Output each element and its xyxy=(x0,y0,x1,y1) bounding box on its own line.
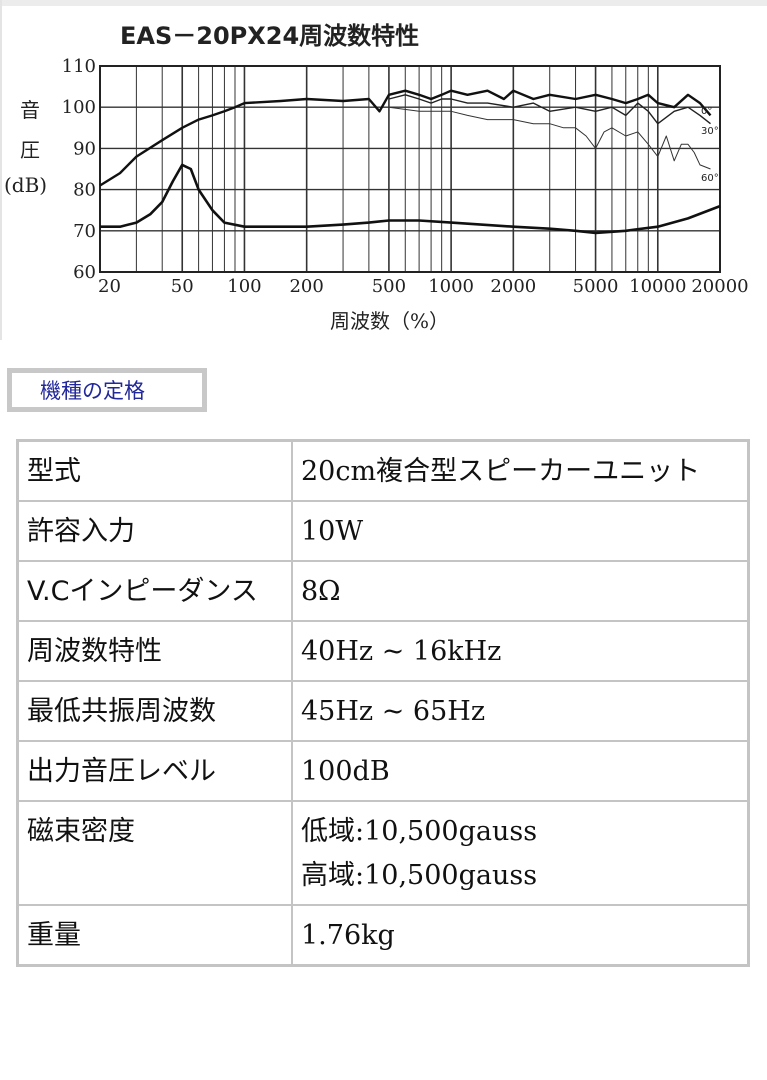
spec-value-line: 45Hz ~ 65Hz xyxy=(301,696,486,727)
spec-value: 100dB xyxy=(291,740,750,802)
spec-row: 出力音圧レベル 100dB xyxy=(16,740,750,802)
spec-value: 8Ω xyxy=(291,560,750,622)
x-tick-label: 500 xyxy=(372,276,406,297)
spec-value-line: 100dB xyxy=(301,756,390,787)
x-tick-label: 50 xyxy=(171,276,194,297)
y-tick-label: 90 xyxy=(73,138,96,159)
spec-row: 最低共振周波数 45Hz ~ 65Hz xyxy=(16,680,750,742)
y-tick-label: 100 xyxy=(62,97,96,118)
spec-label: V.Cインピーダンス xyxy=(16,560,293,622)
chart-title: EAS－20PX24周波数特性 xyxy=(120,22,419,50)
spec-value: 45Hz ~ 65Hz xyxy=(291,680,750,742)
y-tick-label: 80 xyxy=(73,180,96,201)
spec-value-line: 1.76kg xyxy=(301,920,395,951)
y-axis-label-2: 圧 xyxy=(20,138,40,162)
section-heading: 機種の定格 xyxy=(7,368,207,412)
spec-value: 1.76kg xyxy=(291,904,750,967)
angle-label: 60° xyxy=(701,173,719,184)
spec-label: 周波数特性 xyxy=(16,620,293,682)
spec-label: 出力音圧レベル xyxy=(16,740,293,802)
y-axis-label-3: (dB) xyxy=(4,173,47,197)
x-tick-label: 10000 xyxy=(629,276,686,297)
y-tick-label: 60 xyxy=(73,262,96,283)
spec-row: V.Cインピーダンス 8Ω xyxy=(16,560,750,622)
series-line-impedance xyxy=(100,163,721,235)
frequency-response-chart: EAS－20PX24周波数特性 60 70 80 90 100 110 20 50 100 200… xyxy=(4,22,749,333)
x-tick-label: 200 xyxy=(289,276,323,297)
spec-label: 磁束密度 xyxy=(16,800,293,906)
x-tick-label: 100 xyxy=(227,276,261,297)
x-tick-label: 1000 xyxy=(428,276,474,297)
spec-row: 許容入力 10W xyxy=(16,500,750,562)
angle-label: 30° xyxy=(701,126,719,137)
x-tick-label: 20 xyxy=(98,276,121,297)
x-tick-label: 5000 xyxy=(573,276,619,297)
series-line-60deg xyxy=(388,106,711,170)
spec-value-line: 40Hz ~ 16kHz xyxy=(301,636,502,667)
spec-label: 最低共振周波数 xyxy=(16,680,293,742)
y-tick-label: 70 xyxy=(73,221,96,242)
series-line-0deg xyxy=(99,89,712,187)
spec-table: 型式 20cm複合型スピーカーユニット 許容入力 10W V.Cインピーダンス 8Ω 周波数… xyxy=(16,439,750,967)
spec-row: 周波数特性 40Hz ~ 16kHz xyxy=(16,620,750,682)
spec-label: 重量 xyxy=(16,904,293,967)
spec-value: 40Hz ~ 16kHz xyxy=(291,620,750,682)
spec-value: 10W xyxy=(291,500,750,562)
spec-value-line: 8Ω xyxy=(301,576,341,607)
plot-frame xyxy=(99,65,721,273)
chart-ticks: 60 70 80 90 100 110 20 50 100 200 500 1000 2000 5000 1… xyxy=(62,56,749,297)
x-axis-label: 周波数（%） xyxy=(330,309,449,333)
spec-row: 重量 1.76kg xyxy=(16,904,750,967)
spec-row: 型式 20cm複合型スピーカーユニット xyxy=(16,439,750,502)
spec-value: 20cm複合型スピーカーユニット xyxy=(291,439,750,502)
spec-value-line: 20cm複合型スピーカーユニット xyxy=(301,456,701,487)
x-tick-label: 20000 xyxy=(691,276,748,297)
spec-label: 許容入力 xyxy=(16,500,293,562)
top-border xyxy=(0,0,767,6)
angle-label: 0° xyxy=(701,106,712,117)
spec-value: 低域:10,500gauss 高域:10,500gauss xyxy=(291,800,750,906)
x-tick-label: 2000 xyxy=(490,276,536,297)
spec-value-line: 高域:10,500gauss xyxy=(301,860,538,891)
series-line-30deg xyxy=(388,94,711,125)
y-tick-label: 110 xyxy=(62,56,96,77)
spec-value-line: 10W xyxy=(301,516,364,547)
spec-row: 磁束密度 低域:10,500gauss 高域:10,500gauss xyxy=(16,800,750,906)
spec-value-line: 低域:10,500gauss xyxy=(301,816,538,847)
left-border xyxy=(0,0,2,340)
chart-series xyxy=(99,89,721,235)
spec-label: 型式 xyxy=(16,439,293,502)
y-axis-label-1: 音 xyxy=(20,98,40,122)
